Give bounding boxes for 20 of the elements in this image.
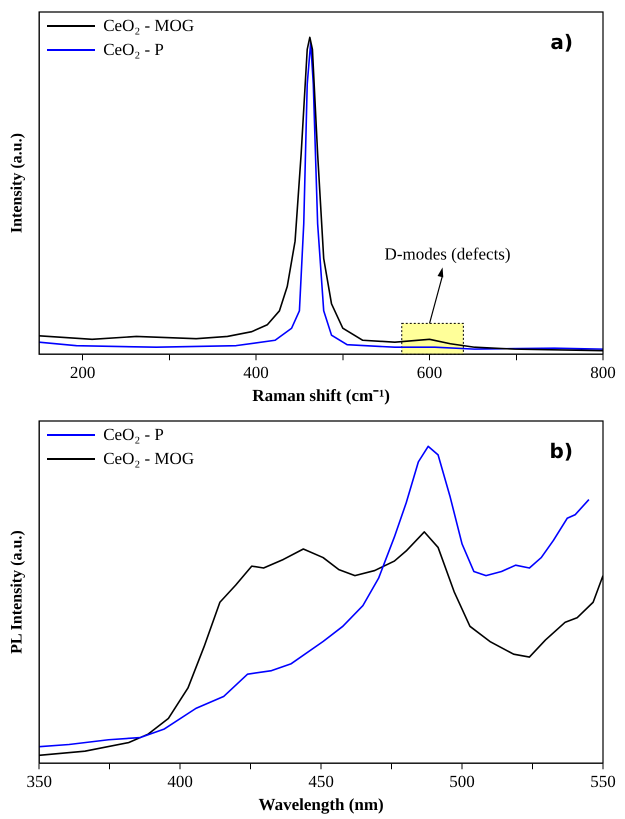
x-axis-title: Wavelength (nm) (258, 795, 384, 814)
chart-title: b) (550, 439, 573, 464)
x-tick-label: 400 (243, 362, 269, 382)
legend-label: CeO₂ - P (103, 39, 164, 61)
legend-label: CeO₂ - MOG (103, 15, 194, 37)
legend-label: CeO₂ - MOG (103, 448, 194, 470)
legend-label: CeO₂ - P (103, 424, 164, 446)
x-tick-label: 200 (70, 362, 96, 382)
x-tick-label: 550 (590, 772, 616, 791)
y-axis-title: Intensity (a.u.) (8, 133, 26, 234)
y-axis-title: PL Intensity (a.u.) (8, 530, 26, 654)
band-label: D-modes (defects) (384, 244, 511, 264)
chart-title: a) (550, 30, 573, 54)
x-tick-label: 400 (167, 772, 193, 791)
x-tick-label: 800 (590, 362, 616, 382)
x-axis-title: Raman shift (cm⁻¹) (252, 386, 390, 406)
x-tick-label: 500 (449, 772, 475, 791)
x-tick-label: 450 (308, 772, 334, 791)
x-tick-label: 350 (26, 772, 52, 791)
x-tick-label: 600 (416, 362, 442, 382)
